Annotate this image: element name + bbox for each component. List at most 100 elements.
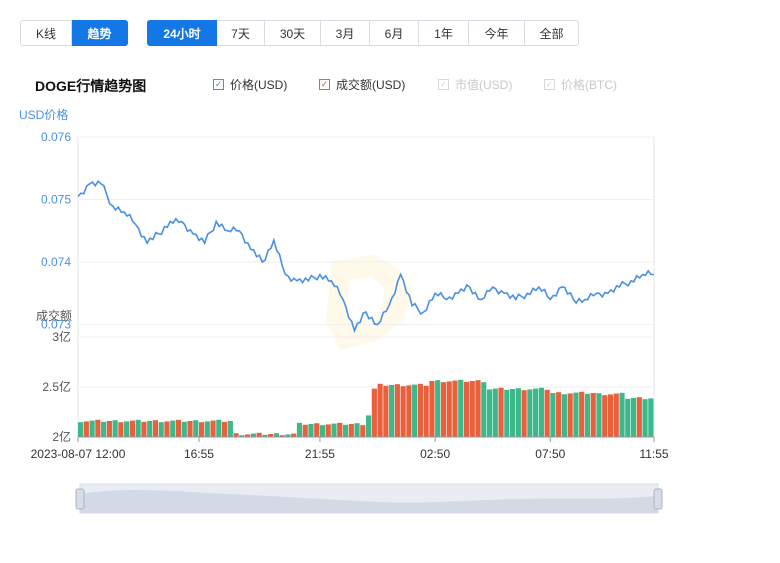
volume-bar [550,393,556,437]
price-tick-label: 0.074 [41,255,71,269]
volume-bar [198,422,205,437]
volume-bar [308,424,314,437]
volume-bar [118,422,124,437]
volume-bar [256,432,262,437]
volume-bar [95,419,101,437]
volume-bar [89,420,95,437]
x-tick-label: 02:50 [420,447,450,461]
volume-bar [423,385,429,437]
navigator-left-handle[interactable] [75,488,85,510]
tab-trend[interactable]: 趋势 [72,20,128,46]
range-all[interactable]: 全部 [525,20,579,46]
volume-bar [366,415,372,437]
volume-bar [273,433,279,437]
checkbox-unchecked-icon: ✓ [438,79,449,90]
volume-bar [187,421,193,437]
volume-bar [486,389,493,437]
volume-bar [360,425,366,437]
view-tabs: K线 趋势 [20,20,128,46]
legend-label: 价格(BTC) [561,78,617,92]
volume-bar [204,421,210,437]
navigator-right-handle[interactable] [653,488,663,510]
volume-bar [164,421,170,437]
volume-bar [141,421,147,437]
tab-kline[interactable]: K线 [20,20,72,46]
volume-bar [636,397,642,437]
volume-bar [561,394,567,437]
navigator-preview-area [80,489,658,513]
volume-bar [175,419,182,437]
volume-bars [78,379,654,437]
range-3m[interactable]: 3月 [321,20,370,46]
volume-bar [567,393,573,437]
volume-bar [112,420,118,437]
volume-bar [446,381,452,437]
legend-volume-usd[interactable]: ✓ 成交额(USD) [319,76,405,93]
volume-bar [619,392,625,437]
range-30d[interactable]: 30天 [265,20,321,46]
volume-bar [227,421,233,437]
volume-bar [515,388,521,437]
range-7d[interactable]: 7天 [217,20,265,46]
volume-bar [296,422,303,437]
volume-bar [250,433,256,437]
price-line [77,179,654,334]
price-grid [77,136,655,438]
volume-bar [262,434,268,437]
volume-bar [613,393,619,437]
volume-bar [412,384,418,437]
volume-bar [440,382,447,437]
volume-bar [222,421,228,437]
volume-bar [475,380,481,437]
checkbox-checked-icon: ✓ [319,79,330,90]
volume-bar [538,387,544,437]
price-axis-title: USD价格 [19,107,68,122]
price-tick-label: 0.075 [41,193,71,207]
volume-bar [325,424,331,437]
volume-bar [607,394,614,437]
range-navigator[interactable] [75,483,663,514]
volume-bar [78,422,84,437]
axis-labels: USD价格 成交额 [19,107,72,323]
volume-bar [302,424,308,437]
range-1y[interactable]: 1年 [419,20,469,46]
volume-bar [579,391,585,437]
volume-bar [417,383,423,437]
volume-bar [377,383,383,437]
volume-bar [170,420,176,437]
volume-bar [481,382,487,437]
range-ytd[interactable]: 今年 [469,20,525,46]
volume-bar [83,421,89,437]
volume-bar [406,385,412,437]
volume-bar [337,422,343,437]
volume-bar [435,380,441,437]
volume-tick-label: 3亿 [52,329,71,344]
volume-bar [533,388,539,437]
volume-bar [648,398,654,437]
x-tick-label: 07:50 [535,447,565,461]
range-24h[interactable]: 24小时 [147,20,217,46]
legend-price-btc[interactable]: ✓ 价格(BTC) [544,76,617,93]
volume-bar [498,387,504,437]
volume-bar [371,388,377,437]
volume-bar [285,434,291,437]
volume-bar [233,433,239,437]
range-6m[interactable]: 6月 [370,20,419,46]
x-tick-label: 21:55 [305,447,335,461]
watermark-logo [326,254,412,350]
legend-price-usd[interactable]: ✓ 价格(USD) [213,76,287,93]
volume-bar [521,390,527,437]
volume-bar [452,380,458,437]
legend-marketcap-usd[interactable]: ✓ 市值(USD) [438,76,512,93]
volume-bar [463,381,470,437]
volume-bar [394,384,400,437]
volume-bar [135,419,141,437]
checkbox-unchecked-icon: ✓ [544,79,555,90]
price-tick-label: 0.076 [41,130,71,144]
volume-bar [527,389,533,437]
volume-bar [642,399,648,437]
volume-bar [291,433,297,437]
volume-bar [245,434,251,437]
volume-bar [492,388,498,437]
volume-bar [510,389,516,437]
